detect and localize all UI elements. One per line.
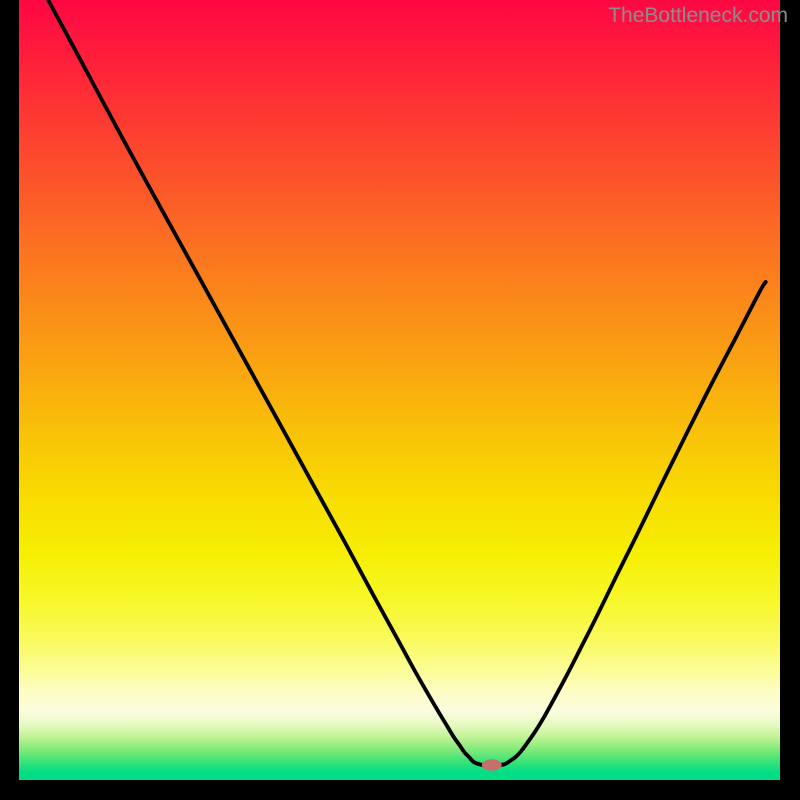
frame-bottom [0, 780, 800, 800]
chart-root: TheBottleneck.com [0, 0, 800, 800]
plot-area [19, 0, 780, 780]
min-marker [482, 760, 501, 771]
attribution-text: TheBottleneck.com [608, 4, 788, 28]
frame-left [0, 0, 19, 800]
frame-right [780, 0, 800, 800]
plot-svg [19, 0, 780, 780]
gradient-bg [19, 0, 780, 780]
